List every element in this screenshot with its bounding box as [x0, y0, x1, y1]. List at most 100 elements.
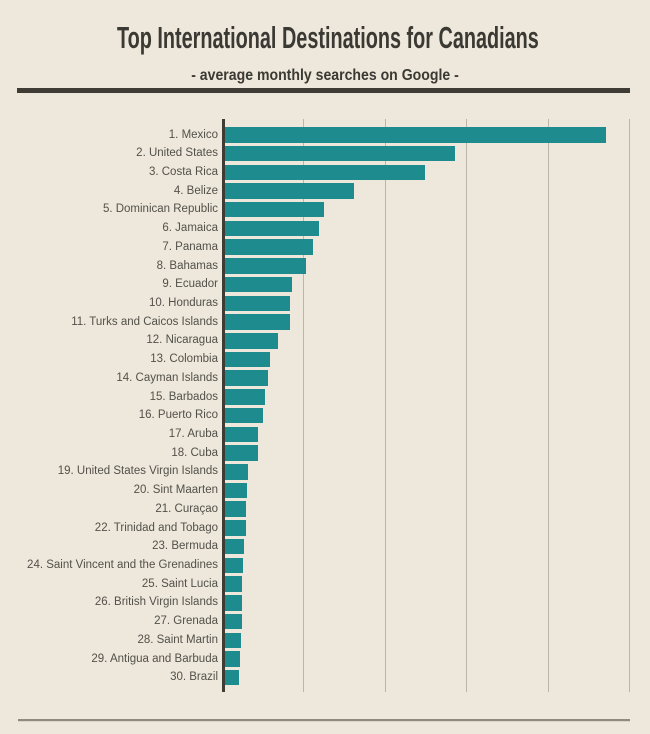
bar-row: 3. Costa Rica	[0, 163, 650, 182]
bar	[224, 276, 293, 293]
bar-row: 10. Honduras	[0, 294, 650, 313]
bar	[224, 164, 425, 181]
vertical-gridline	[547, 119, 549, 692]
y-axis-line	[222, 119, 225, 692]
bar-row: 14. Cayman Islands	[0, 369, 650, 388]
bar	[224, 445, 258, 461]
bar-row: 19. United States Virgin Islands	[0, 462, 650, 481]
bar	[224, 538, 244, 555]
bar-track	[224, 145, 650, 162]
bar	[224, 651, 241, 667]
category-label: 1. Mexico	[168, 128, 218, 141]
chart-rows: 1. Mexico 2. United States 3. Costa Rica 4.…	[0, 126, 650, 688]
bar	[224, 370, 268, 386]
bar-track	[224, 426, 650, 443]
bar-row: 5. Dominican Republic	[0, 200, 650, 219]
bar-row: 29. Antigua and Barbuda	[0, 650, 650, 669]
bar-track	[224, 127, 650, 143]
bar	[224, 201, 324, 218]
bar-track	[224, 557, 650, 574]
bar	[224, 314, 290, 330]
bar-track	[224, 407, 650, 424]
bar-row: 15. Barbados	[0, 388, 650, 407]
category-label: 28. Saint Martin	[137, 633, 218, 646]
category-label: 20. Sint Maarten	[133, 484, 218, 497]
bar-row: 23. Bermuda	[0, 537, 650, 556]
bar	[224, 669, 239, 686]
category-label: 4. Belize	[173, 184, 218, 197]
bar-row: 2. United States	[0, 144, 650, 163]
bar-row: 22. Trinidad and Tobago	[0, 519, 650, 538]
bar-track	[224, 164, 650, 181]
bar-track	[224, 501, 650, 517]
bar	[224, 183, 354, 199]
category-label: 26. British Virgin Islands	[94, 596, 218, 609]
bar	[224, 220, 319, 237]
bar-track	[224, 669, 650, 686]
bar-row: 8. Bahamas	[0, 257, 650, 276]
bar	[224, 482, 248, 499]
bar	[224, 389, 265, 405]
bar-row: 27. Grenada	[0, 612, 650, 631]
category-label: 27. Grenada	[154, 615, 218, 628]
bar	[224, 520, 246, 536]
bar-row: 21. Curaçao	[0, 500, 650, 519]
bar-row: 25. Saint Lucia	[0, 575, 650, 594]
category-label: 16. Puerto Rico	[138, 409, 218, 422]
bar-row: 11. Turks and Caicos Islands	[0, 313, 650, 332]
bar	[224, 351, 270, 368]
bar-track	[224, 595, 650, 611]
bar-track	[224, 351, 650, 368]
category-label: 5. Dominican Republic	[102, 203, 218, 216]
bar-track	[224, 258, 650, 274]
category-label: 29. Antigua and Barbuda	[91, 652, 218, 665]
category-label: 11. Turks and Caicos Islands	[71, 315, 218, 328]
bar	[224, 258, 306, 274]
bar	[224, 407, 264, 424]
bar	[224, 239, 313, 255]
bar-row: 13. Colombia	[0, 350, 650, 369]
bar-row: 1. Mexico	[0, 126, 650, 145]
bar-row: 24. Saint Vincent and the Grenadines	[0, 556, 650, 575]
category-label: 2. United States	[136, 147, 218, 160]
category-label: 23. Bermuda	[152, 540, 218, 553]
chart-gridlines	[223, 119, 630, 692]
category-label: 6. Jamaica	[162, 222, 218, 235]
category-label: 24. Saint Vincent and the Grenadines	[27, 559, 218, 572]
category-label: 25. Saint Lucia	[141, 577, 218, 590]
bar-row: 9. Ecuador	[0, 275, 650, 294]
bar-row: 4. Belize	[0, 182, 650, 201]
bar	[224, 464, 249, 480]
bar-row: 12. Nicaragua	[0, 331, 650, 350]
bar-row: 30. Brazil	[0, 668, 650, 687]
category-label: 15. Barbados	[149, 390, 218, 403]
bar-track	[224, 201, 650, 218]
bar-track	[224, 482, 650, 499]
category-label: 10. Honduras	[148, 296, 218, 309]
bar	[224, 501, 246, 517]
category-label: 14. Cayman Islands	[116, 371, 218, 384]
category-label: 19. United States Virgin Islands	[57, 465, 218, 478]
header-divider	[17, 88, 630, 93]
bar	[224, 127, 606, 143]
bar-chart: 1. Mexico 2. United States 3. Costa Rica 4.…	[0, 117, 650, 695]
category-label: 18. Cuba	[171, 446, 218, 459]
bar-track	[224, 576, 650, 592]
bar-row: 6. Jamaica	[0, 219, 650, 238]
category-label: 30. Brazil	[170, 671, 218, 684]
bar-track	[224, 295, 650, 312]
bar-track	[224, 183, 650, 199]
category-label: 22. Trinidad and Tobago	[94, 521, 218, 534]
bar	[224, 145, 455, 162]
bar-track	[224, 239, 650, 255]
category-label: 8. Bahamas	[156, 259, 218, 272]
bar-track	[224, 520, 650, 536]
bar-track	[224, 632, 650, 649]
bar-row: 18. Cuba	[0, 444, 650, 463]
category-label: 21. Curaçao	[155, 502, 218, 515]
bar	[224, 557, 244, 574]
bar-track	[224, 538, 650, 555]
category-label: 7. Panama	[162, 240, 218, 253]
bar	[224, 333, 278, 349]
